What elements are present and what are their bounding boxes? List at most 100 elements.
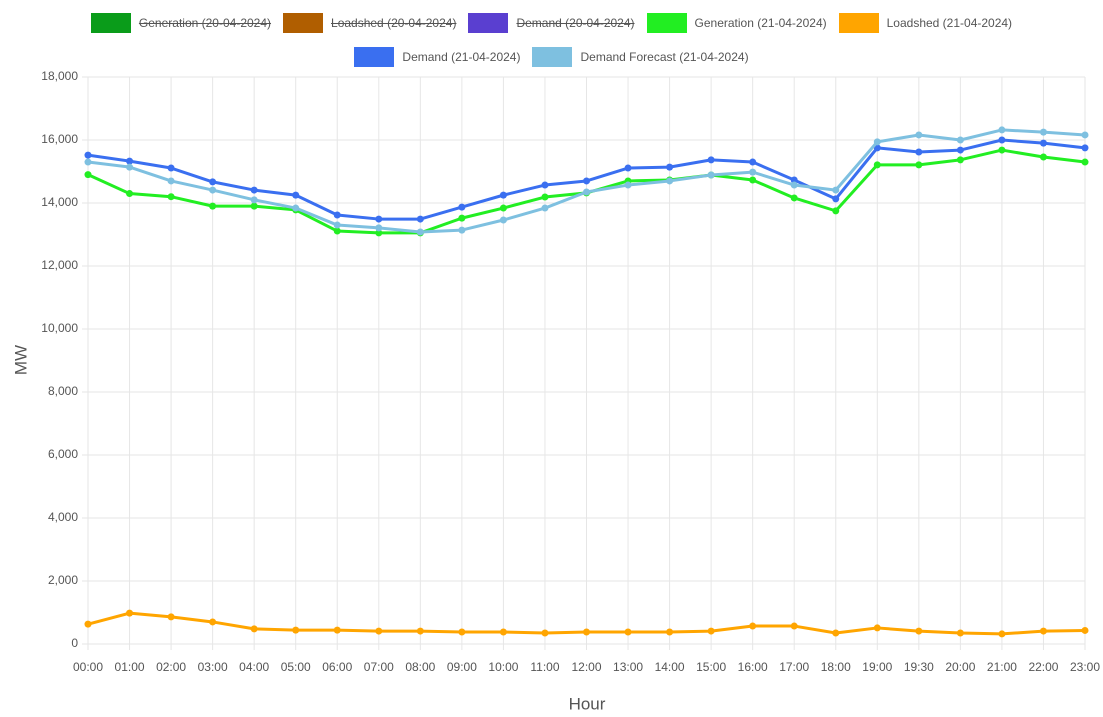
data-point xyxy=(583,188,590,196)
legend-item[interactable]: Demand Forecast (21-04-2024) xyxy=(532,47,749,67)
x-tick-label: 15:00 xyxy=(696,660,726,674)
data-point xyxy=(956,156,964,164)
x-tick-label: 06:00 xyxy=(322,660,352,674)
data-point xyxy=(375,229,383,237)
data-point xyxy=(1081,144,1089,152)
data-point xyxy=(499,216,507,224)
x-tick-label: 14:00 xyxy=(655,660,685,674)
data-point xyxy=(956,136,964,144)
legend-item[interactable]: Loadshed (20-04-2024) xyxy=(283,13,456,33)
data-point xyxy=(541,629,549,637)
data-point xyxy=(998,630,1006,638)
data-point xyxy=(84,151,92,159)
x-tick-label: 16:00 xyxy=(738,660,768,674)
data-point xyxy=(541,181,549,189)
data-point xyxy=(624,181,632,189)
data-point xyxy=(915,627,923,635)
data-point xyxy=(541,204,549,212)
data-point xyxy=(666,628,674,636)
data-point xyxy=(458,214,466,222)
data-point xyxy=(84,171,92,179)
x-tick-label: 13:00 xyxy=(613,660,643,674)
data-point xyxy=(209,178,217,186)
legend-swatch xyxy=(468,13,509,33)
data-point xyxy=(250,202,258,210)
data-point xyxy=(915,148,923,156)
data-point xyxy=(167,613,175,621)
x-axis-title: Hour xyxy=(569,694,606,713)
legend-swatch xyxy=(354,47,395,67)
legend-swatch xyxy=(283,13,324,33)
y-tick-label: 2,000 xyxy=(48,573,78,587)
legend-item[interactable]: Demand (20-04-2024) xyxy=(468,13,635,33)
legend-item[interactable]: Generation (20-04-2024) xyxy=(90,13,272,33)
x-tick-label: 02:00 xyxy=(156,660,186,674)
x-tick-label: 19:00 xyxy=(862,660,892,674)
data-point xyxy=(126,157,134,165)
x-tick-label: 17:00 xyxy=(779,660,809,674)
y-tick-label: 18,000 xyxy=(41,69,78,83)
data-point xyxy=(749,168,757,176)
data-point xyxy=(499,204,507,212)
data-point xyxy=(416,228,424,236)
data-point xyxy=(333,626,341,634)
legend-item[interactable]: Generation (21-04-2024) xyxy=(646,13,827,33)
data-point xyxy=(84,620,92,628)
y-axis-title: MW xyxy=(11,345,30,375)
data-point xyxy=(624,164,632,172)
x-tick-label: 05:00 xyxy=(281,660,311,674)
legend-label: Demand (21-04-2024) xyxy=(402,50,521,64)
data-point xyxy=(1039,153,1047,161)
legend-label: Loadshed (21-04-2024) xyxy=(886,16,1013,30)
x-tick-label: 09:00 xyxy=(447,660,477,674)
x-tick-label: 20:00 xyxy=(945,660,975,674)
data-point xyxy=(333,221,341,229)
legend-label: Loadshed (20-04-2024) xyxy=(331,16,457,30)
data-point xyxy=(873,161,881,169)
data-point xyxy=(624,628,632,636)
x-tick-label: 04:00 xyxy=(239,660,269,674)
x-tick-label: 00:00 xyxy=(73,660,103,674)
x-tick-label: 08:00 xyxy=(405,660,435,674)
data-point xyxy=(790,176,798,184)
legend-swatch xyxy=(646,13,687,33)
data-point xyxy=(1039,128,1047,136)
data-point xyxy=(998,146,1006,154)
data-point xyxy=(250,186,258,194)
x-tick-label: 18:00 xyxy=(821,660,851,674)
x-tick-label: 11:00 xyxy=(530,660,559,674)
data-point xyxy=(707,156,715,164)
data-point xyxy=(873,138,881,146)
data-point xyxy=(209,202,217,210)
legend-label: Demand (20-04-2024) xyxy=(516,16,635,30)
legend-item[interactable]: Loadshed (21-04-2024) xyxy=(838,13,1013,33)
data-point xyxy=(956,146,964,154)
legend: Generation (20-04-2024) Loadshed (20-04-2… xyxy=(0,6,1103,74)
data-point xyxy=(749,176,757,184)
data-point xyxy=(956,629,964,637)
legend-row: Demand (21-04-2024) Demand Forecast (21-0… xyxy=(0,40,1103,74)
legend-label: Demand Forecast (21-04-2024) xyxy=(580,50,749,64)
data-point xyxy=(1039,139,1047,147)
data-point xyxy=(375,627,383,635)
data-point xyxy=(707,171,715,179)
data-point xyxy=(84,158,92,166)
x-tick-label: 07:00 xyxy=(364,660,394,674)
x-tick-label: 23:00 xyxy=(1070,660,1100,674)
data-point xyxy=(167,193,175,201)
data-point xyxy=(832,207,840,215)
legend-label: Generation (20-04-2024) xyxy=(138,16,272,30)
data-point xyxy=(998,126,1006,134)
data-point xyxy=(250,196,258,204)
legend-item[interactable]: Demand (21-04-2024) xyxy=(354,47,520,67)
data-point xyxy=(1081,158,1089,166)
data-point xyxy=(790,181,798,189)
data-point xyxy=(209,186,217,194)
data-point xyxy=(250,625,258,633)
y-tick-label: 16,000 xyxy=(41,132,78,146)
data-point xyxy=(167,164,175,172)
data-point xyxy=(1081,131,1089,139)
data-point xyxy=(915,131,923,139)
